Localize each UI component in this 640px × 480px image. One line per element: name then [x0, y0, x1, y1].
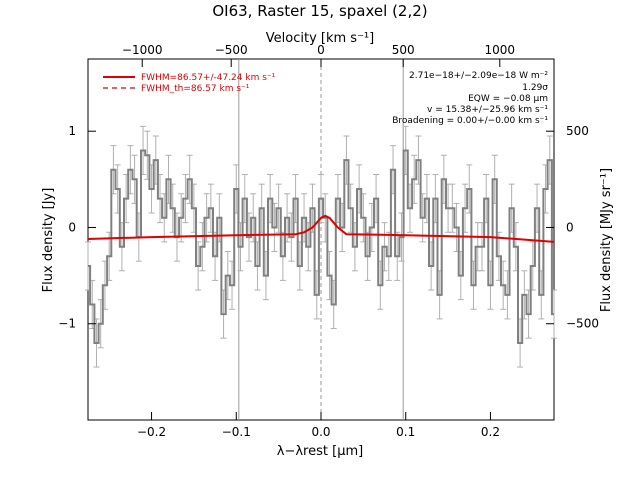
x-tick-label: 0.1	[396, 425, 415, 439]
legend: FWHM=86.57+/-47.24 km s⁻¹ FWHM_th=86.57 …	[103, 73, 276, 94]
y-right-tick-label: −500	[566, 317, 599, 331]
annotation-eqw: EQW = −0.08 μm	[468, 94, 548, 104]
y-left-tick-label: 1	[68, 124, 76, 138]
legend-entry-1: FWHM=86.57+/-47.24 km s⁻¹	[141, 73, 276, 83]
chart-title: OI63, Raster 15, spaxel (2,2)	[212, 2, 427, 20]
y-right-axis-label: Flux density [MJy sr⁻¹]	[599, 168, 614, 312]
y-left-tick-label: −1	[58, 317, 76, 331]
top-tick-label: 1000	[485, 43, 516, 57]
x-tick-label: 0.0	[311, 425, 330, 439]
top-tick-label: −1000	[122, 43, 163, 57]
annotation-velocity: v = 15.38+/−25.96 km s⁻¹	[427, 105, 548, 115]
y-right-tick-label: 500	[566, 124, 589, 138]
top-axis-label: Velocity [km s⁻¹]	[266, 31, 374, 46]
error-bars	[85, 125, 557, 368]
annotation-flux: 2.71e−18+/−2.09e−18 W m⁻²	[409, 71, 548, 81]
annotations: 2.71e−18+/−2.09e−18 W m⁻² 1.29σ EQW = −0…	[392, 71, 548, 126]
y-left-tick-label: 0	[68, 220, 76, 234]
annotation-broadening: Broadening = 0.00+/−0.00 km s⁻¹	[392, 116, 548, 126]
y-right-tick-label: 0	[566, 220, 574, 234]
top-tick-label: 0	[317, 43, 325, 57]
x-tick-label: −0.1	[222, 425, 251, 439]
y-left-axis-label: Flux density [Jy]	[41, 188, 56, 293]
top-tick-label: 500	[392, 43, 415, 57]
annotation-sigma: 1.29σ	[522, 83, 548, 93]
spectrum-series	[88, 149, 554, 344]
fit-line	[87, 214, 555, 243]
top-tick-label: −500	[215, 43, 248, 57]
x-axis-label: λ−λrest [μm]	[277, 444, 363, 459]
spectrum-line	[88, 149, 554, 344]
fit-series	[87, 214, 555, 243]
x-tick-label: −0.2	[137, 425, 166, 439]
x-tick-label: 0.2	[481, 425, 500, 439]
axis-ticks: −0.2 −0.1 0.0 0.1 0.2 −1000 −500 0 500 1000 −1 0 1 −5…	[58, 43, 599, 439]
legend-entry-2: FWHM_th=86.57 km s⁻¹	[141, 84, 250, 94]
